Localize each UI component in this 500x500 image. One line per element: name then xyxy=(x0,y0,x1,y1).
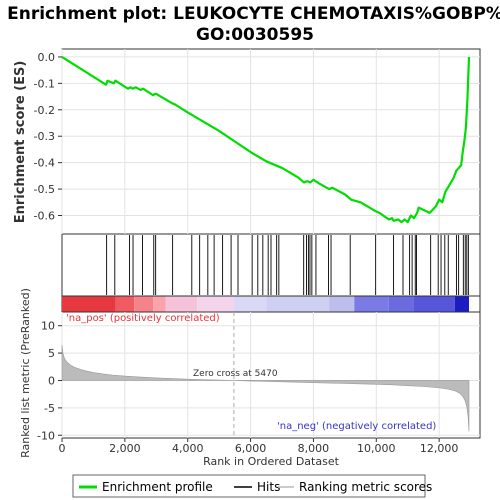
es-tick-label: -0.4 xyxy=(34,157,55,170)
heatmap-segment xyxy=(354,296,389,312)
zero-cross-label: Zero cross at 5470 xyxy=(193,369,278,379)
enrichment-profile-polyline xyxy=(61,55,471,224)
x-tick-label: 6,000 xyxy=(235,442,267,455)
heatmap-segment xyxy=(134,296,154,312)
es-tick-label: 0.0 xyxy=(38,51,56,64)
ranking-metric-area xyxy=(61,312,470,438)
metric-axis-title: Ranked list metric (PreRanked) xyxy=(19,288,32,458)
ranking-metric-area-shape xyxy=(61,344,470,432)
metric-tick-label: -5 xyxy=(44,402,55,415)
enrichment-profile-line xyxy=(61,55,471,224)
metric-panel xyxy=(61,311,481,439)
es-panel xyxy=(61,48,481,235)
x-tick-label: 12,000 xyxy=(420,442,459,455)
x-tick-label: 10,000 xyxy=(357,442,396,455)
chart-title-line2: GO:0030595 xyxy=(196,25,314,45)
metric-tick-label: 5 xyxy=(48,347,55,360)
heatmap-segment xyxy=(266,296,330,312)
es-tick-label: -0.1 xyxy=(34,77,55,90)
x-tick-label: 0 xyxy=(59,442,66,455)
es-tick-label: -0.2 xyxy=(34,104,55,117)
legend-profile-label: Enrichment profile xyxy=(102,480,213,494)
heatmap-segment xyxy=(329,296,355,312)
heatmap-segment xyxy=(388,296,414,312)
metric-tick-label: 0 xyxy=(48,374,55,387)
heatmap-segment xyxy=(115,296,135,312)
heatmap-segment xyxy=(454,296,469,312)
legend-hits-label: Hits xyxy=(257,480,280,494)
metric-tick-label: 10 xyxy=(41,320,55,333)
legend-metric-label: Ranking metric scores xyxy=(299,480,432,494)
heatmap-segment xyxy=(414,296,455,312)
heatmap-segment xyxy=(197,296,234,312)
heatmap-segment xyxy=(62,296,116,312)
legend-box xyxy=(72,474,426,498)
axes-ticks: 0.0 -0.1 -0.2 -0.3 -0.4 -0.5 -0.6 10 5 0 -5 -10 0 2,0… xyxy=(34,51,459,455)
ranked-list-heatmap xyxy=(62,296,469,312)
es-tick-label: -0.3 xyxy=(34,130,55,143)
es-axis-title: Enrichment score (ES) xyxy=(13,61,28,224)
metric-tick-label: -10 xyxy=(37,429,55,442)
heatmap-segment xyxy=(165,296,198,312)
heatmap-segment xyxy=(153,296,166,312)
chart-title-line1: Enrichment plot: LEUKOCYTE CHEMOTAXIS%GO… xyxy=(7,4,500,24)
negative-correlation-label: 'na_neg' (negatively correlated) xyxy=(277,421,436,432)
heatmap-segment xyxy=(233,296,267,312)
x-tick-label: 4,000 xyxy=(172,442,204,455)
x-tick-label: 8,000 xyxy=(298,442,330,455)
es-tick-label: -0.6 xyxy=(34,210,55,223)
hit-markers xyxy=(106,235,469,295)
x-axis-title: Rank in Ordered Dataset xyxy=(203,455,340,468)
positive-correlation-label: 'na_pos' (positively correlated) xyxy=(66,313,220,324)
es-tick-label: -0.5 xyxy=(34,183,55,196)
x-tick-label: 2,000 xyxy=(109,442,141,455)
